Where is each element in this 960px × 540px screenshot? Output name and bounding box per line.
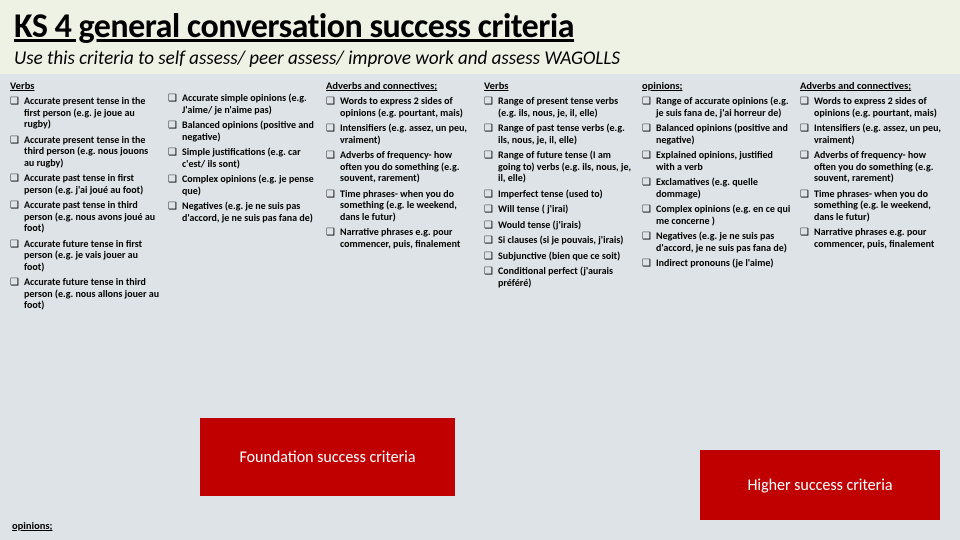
left-col3: Adverbs and connectives; Words to expres… bbox=[324, 78, 478, 315]
heading-verbs-left: Verbs bbox=[10, 80, 160, 92]
page-title: KS 4 general conversation success criter… bbox=[0, 0, 960, 47]
list-item: Accurate past tense in first person (e.g… bbox=[10, 172, 160, 195]
right-col2: opinions; Range of accurate opinions (e.… bbox=[640, 78, 794, 315]
list-item: Time phrases- when you do something (e.g… bbox=[326, 188, 476, 223]
list-right-col3: Words to express 2 sides of opinions (e.… bbox=[800, 95, 950, 249]
list-item: Range of accurate opinions (e.g. je suis… bbox=[642, 95, 792, 118]
list-item: Balanced opinions (positive and negative… bbox=[168, 119, 318, 142]
list-right-col1: Range of present tense verbs (e.g. ils, … bbox=[484, 95, 634, 288]
list-item: Range of present tense verbs (e.g. ils, … bbox=[484, 95, 634, 118]
list-item: Complex opinions (e.g. en ce qui me conc… bbox=[642, 203, 792, 226]
list-right-col2: Range of accurate opinions (e.g. je suis… bbox=[642, 95, 792, 269]
page-subtitle: Use this criteria to self assess/ peer a… bbox=[0, 47, 960, 74]
list-item: Range of future tense (I am going to) ve… bbox=[484, 149, 634, 184]
list-item: Adverbs of frequency- how often you do s… bbox=[800, 149, 950, 184]
heading-verbs-right: Verbs bbox=[484, 80, 634, 92]
higher-badge: Higher success criteria bbox=[700, 450, 940, 520]
list-item: Explained opinions, justified with a ver… bbox=[642, 149, 792, 172]
right-col3: Adverbs and connectives; Words to expres… bbox=[798, 78, 952, 315]
heading-adverbs-left: Adverbs and connectives; bbox=[326, 80, 476, 92]
list-item: Simple justifications (e.g. car c'est/ i… bbox=[168, 146, 318, 169]
list-item: Range of past tense verbs (e.g. ils, nou… bbox=[484, 122, 634, 145]
list-item: Narrative phrases e.g. pour commencer, p… bbox=[326, 226, 476, 249]
heading-opinions-right: opinions; bbox=[642, 80, 792, 92]
list-item: Would tense (j'irais) bbox=[484, 219, 634, 231]
list-item: Accurate simple opinions (e.g. J'aime/ j… bbox=[168, 92, 318, 115]
list-left-col1: Accurate present tense in the first pers… bbox=[10, 95, 160, 311]
list-item: Accurate future tense in third person (e… bbox=[10, 276, 160, 311]
list-item: Adverbs of frequency- how often you do s… bbox=[326, 149, 476, 184]
heading-adverbs-right: Adverbs and connectives; bbox=[800, 80, 950, 92]
list-item: Indirect pronouns (je l'aime) bbox=[642, 257, 792, 269]
list-item: Words to express 2 sides of opinions (e.… bbox=[326, 95, 476, 118]
list-item: Subjunctive (bien que ce soit) bbox=[484, 250, 634, 262]
list-item: Accurate future tense in first person (e… bbox=[10, 238, 160, 273]
list-item: Conditional perfect (j'aurais préféré) bbox=[484, 265, 634, 288]
list-item: Time phrases- when you do something (e.g… bbox=[800, 188, 950, 223]
list-item: Intensifiers (e.g. assez, un peu, vraime… bbox=[326, 122, 476, 145]
left-col2: Accurate simple opinions (e.g. J'aime/ j… bbox=[166, 78, 320, 315]
opinions-footer: opinions; bbox=[12, 519, 52, 532]
list-item: Intensifiers (e.g. assez, un peu, vraime… bbox=[800, 122, 950, 145]
left-col1: Verbs Accurate present tense in the firs… bbox=[8, 78, 162, 315]
content-grid: Verbs Accurate present tense in the firs… bbox=[0, 74, 960, 315]
list-left-col2: Accurate simple opinions (e.g. J'aime/ j… bbox=[168, 92, 318, 223]
list-item: Complex opinions (e.g. je pense que) bbox=[168, 173, 318, 196]
list-item: Negatives (e.g. je ne suis pas d'accord,… bbox=[168, 200, 318, 223]
list-item: Exclamatives (e.g. quelle dommage) bbox=[642, 176, 792, 199]
list-item: Accurate past tense in third person (e.g… bbox=[10, 199, 160, 234]
list-left-col3: Words to express 2 sides of opinions (e.… bbox=[326, 95, 476, 249]
right-col1: Verbs Range of present tense verbs (e.g.… bbox=[482, 78, 636, 315]
foundation-badge: Foundation success criteria bbox=[200, 418, 455, 496]
list-item: Narrative phrases e.g. pour commencer, p… bbox=[800, 226, 950, 249]
list-item: Accurate present tense in the third pers… bbox=[10, 134, 160, 169]
list-item: Words to express 2 sides of opinions (e.… bbox=[800, 95, 950, 118]
list-item: Si clauses (si je pouvais, j'irais) bbox=[484, 234, 634, 246]
list-item: Will tense ( j'irai) bbox=[484, 203, 634, 215]
list-item: Balanced opinions (positive and negative… bbox=[642, 122, 792, 145]
list-item: Accurate present tense in the first pers… bbox=[10, 95, 160, 130]
list-item: Negatives (e.g. je ne suis pas d'accord,… bbox=[642, 230, 792, 253]
list-item: Imperfect tense (used to) bbox=[484, 188, 634, 200]
